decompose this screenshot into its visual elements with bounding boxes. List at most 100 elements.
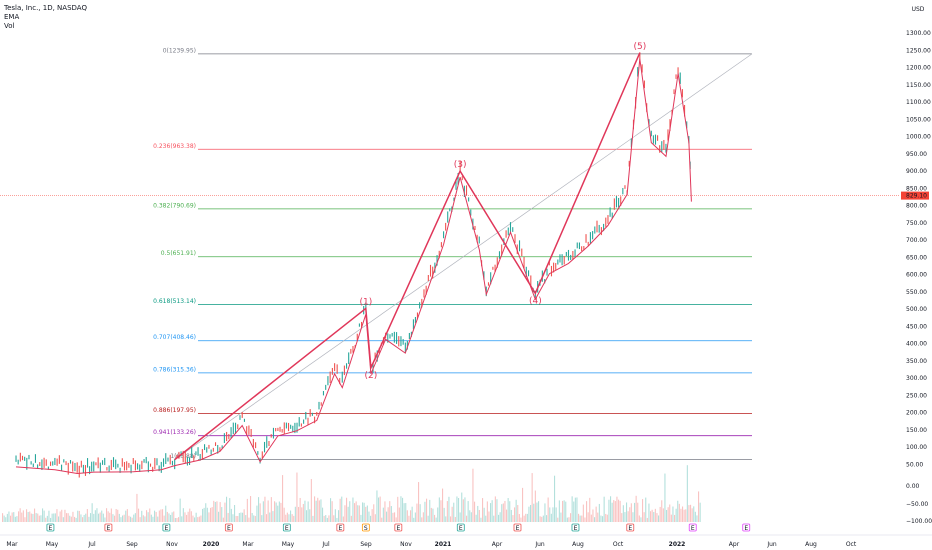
price-tick-label: 700.00	[906, 237, 927, 244]
volume-bar	[587, 512, 589, 522]
volume-bar	[107, 511, 109, 522]
earnings-marker[interactable]	[336, 523, 345, 532]
wave-label: (3)	[454, 160, 467, 170]
volume-bar	[558, 500, 560, 522]
volume-bar	[614, 501, 616, 522]
volume-bar	[90, 513, 92, 522]
earnings-marker[interactable]	[571, 523, 580, 532]
earnings-marker-label: E	[574, 525, 578, 532]
current-price-tag	[901, 191, 929, 200]
volume-bar	[88, 516, 90, 522]
earnings-marker[interactable]	[282, 523, 291, 532]
time-axis[interactable]: Mar May Jul Sep Nov 2020 Mar May Jul Sep Nov 2021 Ap…	[0, 534, 932, 548]
earnings-marker[interactable]	[46, 523, 55, 532]
fib-level-label: 0.236(963.38)	[153, 143, 196, 150]
earnings-marker[interactable]	[224, 523, 233, 532]
volume-bar	[149, 508, 151, 522]
volume-bar	[293, 515, 295, 522]
price-tick-label: 100.00	[906, 444, 927, 451]
price-axis[interactable]: USD 1300.00 1250.00 1200.00 1150.00 1100.00 10…	[900, 0, 932, 535]
earnings-marker[interactable]	[361, 523, 370, 532]
volume-bar	[93, 513, 95, 522]
volume-bar	[416, 503, 418, 522]
volume-bar	[61, 509, 63, 522]
volume-bar	[629, 507, 631, 522]
volume-bar	[246, 498, 248, 522]
volume-bar	[654, 508, 656, 522]
earnings-marker[interactable]	[162, 523, 171, 532]
fib-level-label: 0.786(315.36)	[153, 366, 196, 373]
earnings-marker[interactable]	[456, 523, 465, 532]
volume-bar	[67, 513, 69, 522]
volume-bar	[176, 517, 178, 522]
currency-label[interactable]: USD	[912, 6, 925, 13]
volume-bar	[18, 511, 20, 522]
volume-bar	[686, 465, 688, 522]
volume-bar	[530, 505, 532, 522]
volume-bar	[360, 514, 362, 522]
volume-bar	[456, 496, 458, 522]
price-tick-label: 500.00	[906, 306, 927, 313]
volume-bar	[349, 501, 351, 522]
volume-bar	[453, 502, 455, 522]
ema-indicator-label[interactable]: EMA	[4, 13, 20, 21]
volume-bar	[150, 514, 152, 522]
earnings-marker[interactable]	[626, 523, 635, 532]
volume-bar	[99, 512, 101, 522]
earnings-marker-label: E	[285, 525, 289, 532]
volume-bar	[184, 512, 186, 522]
volume-bar	[325, 515, 327, 522]
time-tick-label: 2021	[435, 541, 452, 548]
time-tick-label: Apr	[492, 541, 503, 548]
volume-bar	[598, 503, 600, 522]
volume-bar	[32, 513, 34, 522]
volume-bar	[504, 500, 506, 522]
volume-bar	[291, 514, 293, 522]
earnings-marker[interactable]	[513, 523, 522, 532]
earnings-marker-label: E	[516, 525, 520, 532]
symbol-title[interactable]: Tesla, Inc., 1D, NASDAQ	[4, 4, 87, 12]
volume-bar	[5, 517, 7, 522]
volume-bar	[138, 508, 140, 522]
volume-bar	[162, 509, 164, 522]
earnings-marker[interactable]	[104, 523, 113, 532]
volume-bar	[514, 507, 516, 522]
volume-bar	[294, 506, 296, 522]
volume-bar	[586, 501, 588, 522]
earnings-marker[interactable]	[742, 523, 751, 532]
volume-bar	[368, 511, 370, 522]
volume-bar	[339, 498, 341, 522]
time-tick-label: Jul	[87, 541, 96, 548]
volume-bar	[403, 503, 405, 522]
volume-bar	[483, 507, 485, 522]
fibonacci-levels: 0(1239.95) 0.236(963.38) 0.382(790.69) 0.5(…	[0, 47, 900, 460]
volume-bar	[570, 513, 572, 522]
volume-bar	[435, 517, 437, 522]
volume-bar	[394, 512, 396, 522]
volume-bar	[14, 516, 16, 522]
earnings-marker-label: E	[691, 525, 695, 532]
earnings-marker[interactable]	[394, 523, 403, 532]
volume-bar	[10, 515, 12, 522]
volume-bar	[528, 506, 530, 522]
volume-bar	[450, 516, 452, 522]
volume-bar	[115, 509, 117, 522]
volume-indicator-label[interactable]: Vol	[4, 22, 15, 30]
volume-bar	[563, 500, 565, 522]
earnings-marker[interactable]	[688, 523, 697, 532]
volume-bar	[445, 516, 447, 522]
volume-bar	[290, 510, 292, 522]
volume-bar	[323, 515, 325, 522]
volume-bar	[672, 506, 674, 522]
volume-bar	[110, 508, 112, 522]
volume-bar	[8, 511, 10, 522]
volume-bar	[611, 502, 613, 522]
earnings-marker-label: S	[364, 525, 368, 532]
volume-bar	[53, 513, 55, 522]
volume-bar	[131, 517, 133, 522]
volume-bar	[669, 504, 671, 522]
volume-bar	[2, 513, 4, 522]
volume-bar	[166, 511, 168, 522]
price-tick-label: 800.00	[906, 203, 927, 210]
